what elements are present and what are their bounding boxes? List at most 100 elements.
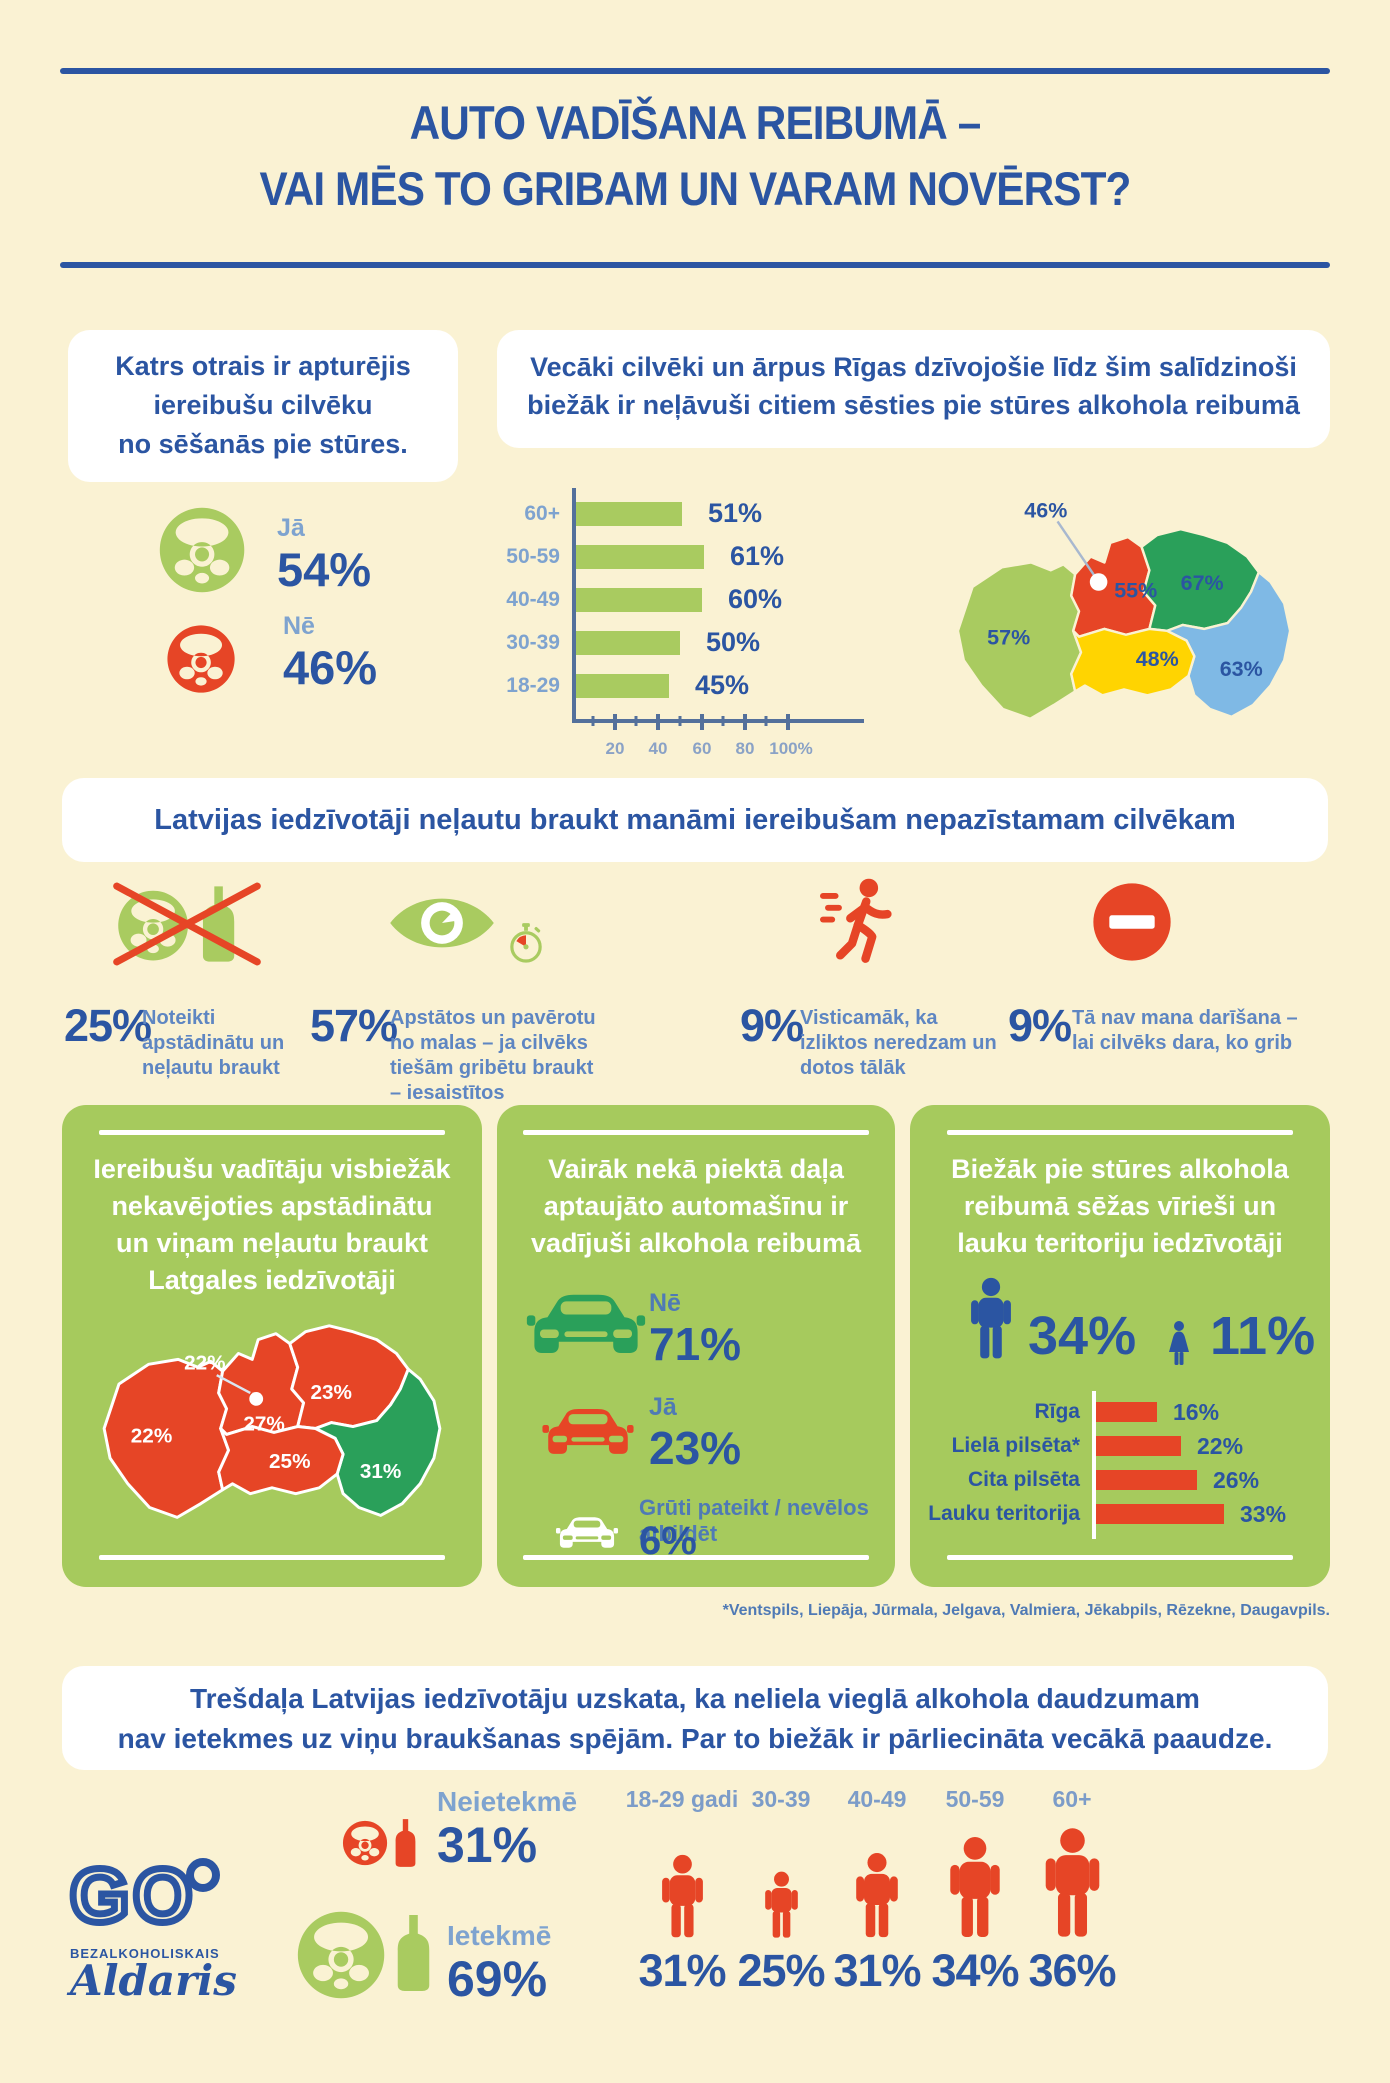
man-icon bbox=[966, 1277, 1016, 1360]
top-rule bbox=[60, 68, 1330, 74]
stat-text: Tā nav mana darīšana – lai cilvēks dara,… bbox=[1072, 1007, 1298, 1054]
person-red-icon bbox=[1039, 1827, 1106, 1939]
map-value-west: 57% bbox=[987, 626, 1030, 650]
intro-card: Katrs otrais ir apturējis iereibušu cilv… bbox=[68, 330, 458, 482]
no-value: 46% bbox=[283, 641, 378, 694]
bar-value: 50% bbox=[706, 627, 761, 657]
card-latgale: Iereibušu vadītāju visbiežāk nekavējotie… bbox=[62, 1105, 482, 1587]
map-value-center: 27% bbox=[243, 1412, 284, 1435]
bar bbox=[1094, 1436, 1181, 1456]
riga-dot bbox=[249, 1391, 264, 1406]
car-green-icon bbox=[525, 1287, 647, 1357]
no-drunk-driving-icon bbox=[113, 882, 261, 966]
map-value-center: 55% bbox=[1114, 579, 1157, 603]
svg-text:100%: 100% bbox=[769, 739, 812, 758]
person-red-icon bbox=[944, 1836, 1006, 1939]
chart-row: 40-49 60% bbox=[498, 578, 868, 621]
age-label: 50-59 bbox=[945, 1786, 1005, 1812]
map-value-riga: 46% bbox=[1024, 498, 1067, 522]
page-title-line2: VAI MĒS TO GRIBAM UN VARAM NOVĒRST? bbox=[259, 162, 1132, 215]
person-red-icon bbox=[761, 1871, 802, 1939]
no-entry-icon bbox=[1093, 883, 1171, 961]
tick-label: 40-49 bbox=[506, 587, 560, 611]
card-bottom-rule bbox=[523, 1555, 869, 1560]
bar bbox=[1094, 1402, 1157, 1422]
logo-bubble-icon bbox=[186, 1858, 220, 1892]
strip-belief: Trešdaļa Latvijas iedzīvotāju uzskata, k… bbox=[62, 1666, 1328, 1770]
card-top-rule bbox=[523, 1130, 869, 1135]
tick-label: 60+ bbox=[524, 501, 560, 525]
effect-label: Ietekmē bbox=[447, 1920, 552, 1951]
intro-line: Katrs otrais ir apturējis bbox=[115, 351, 411, 381]
map-value-northeast: 67% bbox=[1181, 571, 1224, 595]
driven-yes-value: 23% bbox=[649, 1422, 742, 1474]
chart-row: Lielā pilsēta* 22% bbox=[920, 1429, 1320, 1463]
stat-text: Noteikti apstādinātu un neļautu braukt bbox=[142, 1007, 285, 1079]
steering-wheel-green-icon bbox=[158, 506, 246, 594]
tick-label: 30-39 bbox=[506, 630, 560, 654]
logo-go-text: GO bbox=[66, 1854, 197, 1939]
elders-card: Vecāki cilvēki un ārpus Rīgas dzīvojošie… bbox=[497, 330, 1330, 448]
title-rule bbox=[60, 262, 1330, 268]
yes-label: Jā bbox=[277, 514, 305, 542]
map-value-south: 25% bbox=[269, 1450, 310, 1473]
chart-axis bbox=[1092, 1391, 1096, 1539]
logo-subtitle: BEZALKOHOLISKAIS bbox=[70, 1946, 220, 1961]
svg-text:60: 60 bbox=[693, 739, 712, 758]
svg-text:80: 80 bbox=[736, 739, 755, 758]
steering-wheel-red-small-icon bbox=[342, 1820, 388, 1866]
location-bar-chart: Rīga 16% Lielā pilsēta* 22% Cita pilsēta… bbox=[920, 1391, 1320, 1539]
map-value-northeast: 23% bbox=[311, 1381, 352, 1404]
age-column: 30-39 25% bbox=[716, 1786, 846, 1997]
logo-brand-name: Aldaris bbox=[70, 1956, 237, 2005]
no-effect-value: 31% bbox=[437, 1817, 538, 1873]
effect-value: 69% bbox=[447, 1951, 548, 2007]
bar-value: 16% bbox=[1173, 1398, 1220, 1425]
chart-row: Rīga 16% bbox=[920, 1395, 1320, 1429]
map-value-south: 48% bbox=[1136, 647, 1179, 671]
age-column: 50-59 34% bbox=[910, 1786, 1040, 1997]
bottle-red-icon bbox=[392, 1818, 419, 1868]
no-effect-label: Neietekmē bbox=[437, 1786, 578, 1817]
card-title-line: Biežāk pie stūres alkohola bbox=[951, 1154, 1289, 1184]
chart-row: Cita pilsēta 26% bbox=[920, 1463, 1320, 1497]
stat-value: 9% bbox=[740, 1000, 804, 1051]
bar bbox=[572, 501, 682, 526]
bar-value: 45% bbox=[695, 670, 750, 700]
card-title-line: vadījuši alkohola reibumā bbox=[530, 1228, 862, 1258]
svg-text:20: 20 bbox=[606, 739, 625, 758]
bar bbox=[1094, 1504, 1224, 1524]
card-driven: Vairāk nekā piektā daļa aptaujāto automa… bbox=[497, 1105, 895, 1587]
age-column: 18-29 gadi 31% bbox=[617, 1786, 747, 1997]
chart-row: 30-39 50% bbox=[498, 621, 868, 664]
bar-label: Lauku teritorija bbox=[928, 1502, 1080, 1525]
age-label: 18-29 gadi bbox=[625, 1786, 739, 1812]
card-title-line: Latgales iedzīvotāji bbox=[148, 1265, 396, 1295]
stat-value: 57% bbox=[310, 1000, 398, 1051]
latvia-map-regions-icon: 46% 57% 55% 67% 48% 63% bbox=[956, 498, 1292, 720]
chart-row: 50-59 61% bbox=[498, 535, 868, 578]
steering-wheel-red-icon bbox=[166, 624, 236, 694]
card-top-rule bbox=[947, 1130, 1293, 1135]
latvia-map-latgale-icon: 22% 22% 27% 23% 25% 31% bbox=[102, 1324, 442, 1519]
card-title-line: un viņam neļautu braukt bbox=[115, 1228, 429, 1258]
intro-line: iereibušu cilvēku bbox=[153, 390, 373, 420]
card-top-rule bbox=[99, 1130, 445, 1135]
elders-line: Vecāki cilvēki un ārpus Rīgas dzīvojošie… bbox=[530, 352, 1297, 382]
age-label: 60+ bbox=[1052, 1786, 1092, 1812]
age-value: 36% bbox=[1028, 1945, 1116, 1996]
male-value: 34% bbox=[1028, 1306, 1137, 1366]
age-column: 60+ 36% bbox=[1007, 1786, 1137, 1997]
bar-value: 61% bbox=[730, 541, 785, 571]
map-value-southeast: 31% bbox=[360, 1460, 401, 1483]
driven-no-value: 71% bbox=[649, 1318, 742, 1370]
bar bbox=[572, 630, 680, 655]
strip-belief-line: Trešdaļa Latvijas iedzīvotāju uzskata, k… bbox=[190, 1683, 1200, 1714]
stat-value: 9% bbox=[1008, 1000, 1072, 1051]
car-white-icon bbox=[555, 1513, 619, 1550]
person-red-icon bbox=[851, 1852, 903, 1939]
bar bbox=[572, 673, 669, 698]
steering-wheel-green-large-icon bbox=[296, 1910, 386, 2000]
riga-pointer-line bbox=[216, 1374, 251, 1395]
